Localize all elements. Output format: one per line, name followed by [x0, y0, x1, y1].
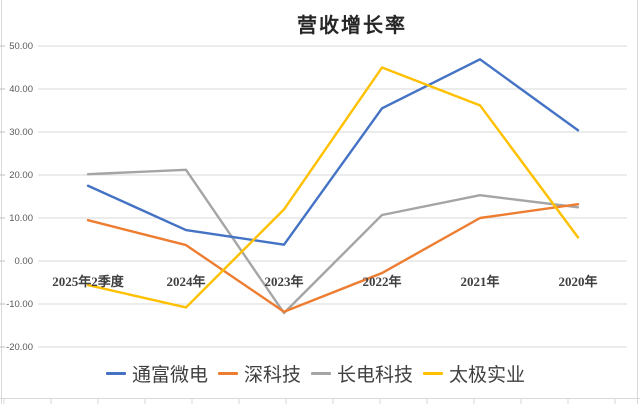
y-axis-tick-label: 50.00: [9, 41, 33, 52]
chart-title: 营收增长率: [297, 15, 407, 37]
series-line: [86, 66, 580, 309]
legend-item: 深科技: [218, 360, 301, 387]
legend-label: 通富微电: [132, 364, 209, 386]
legend: 通富微电 深科技 长电科技 太极实业: [106, 360, 535, 387]
series-line: [86, 58, 580, 246]
legend-label: 太极实业: [449, 364, 526, 386]
legend-item: 长电科技: [311, 360, 413, 387]
legend-item: 太极实业: [423, 360, 525, 387]
y-axis-tick-label: 30.00: [9, 127, 33, 138]
y-axis-tick-label: -20.00: [6, 342, 33, 353]
y-axis-tick-label: -10.00: [6, 299, 33, 310]
x-axis-category-label: 2025年2季度: [52, 274, 124, 289]
legend-line-marker-icon: [218, 371, 239, 375]
y-axis-tick-label: 10.00: [9, 213, 33, 224]
legend-line-marker-icon: [311, 371, 332, 375]
legend-line-marker-icon: [423, 371, 444, 375]
legend-line-marker-icon: [106, 371, 126, 375]
series-line: [86, 203, 580, 313]
y-axis-tick-label: 40.00: [9, 84, 33, 95]
x-axis-category-label: 2021年: [460, 274, 500, 289]
legend-label: 深科技: [244, 364, 302, 386]
series-line: [86, 168, 580, 315]
x-axis-category-label: 2024年: [166, 274, 206, 289]
x-axis-category-label: 2020年: [558, 274, 598, 289]
x-axis-category-label: 2023年: [264, 274, 304, 289]
y-axis-tick-label: 0.00: [14, 256, 34, 267]
legend-label: 长电科技: [337, 364, 414, 386]
legend-item: 通富微电: [106, 360, 208, 387]
y-axis-tick-label: 20.00: [9, 170, 33, 181]
x-axis-category-label: 2022年: [362, 274, 402, 289]
